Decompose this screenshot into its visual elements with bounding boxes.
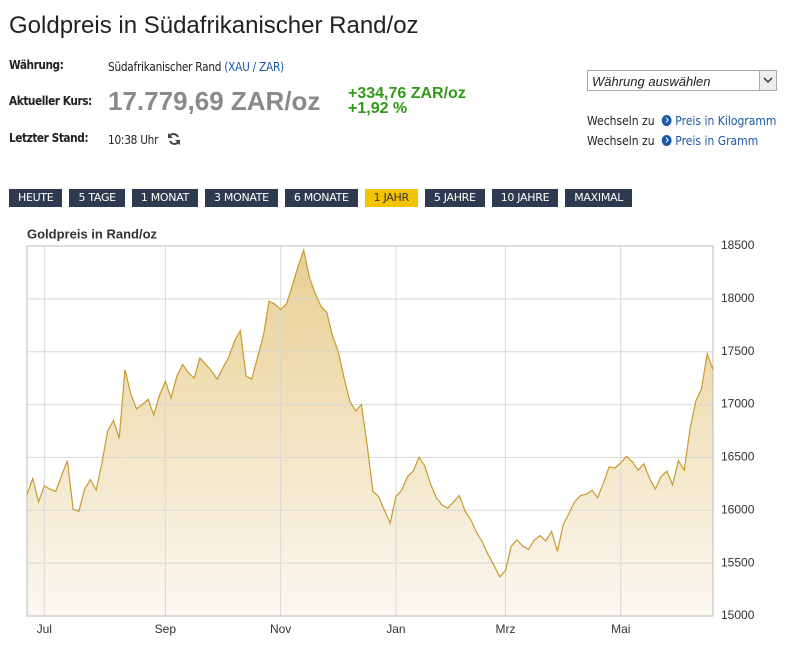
range-tab[interactable]: 3 MONATE bbox=[205, 189, 278, 207]
range-tab[interactable]: MAXIMAL bbox=[565, 189, 633, 207]
currency-name: Südafrikanischer Rand bbox=[108, 60, 222, 74]
link-icon bbox=[661, 115, 672, 126]
link-prefix: Wechseln zu bbox=[587, 134, 655, 148]
range-tab[interactable]: 1 JAHR bbox=[364, 189, 418, 207]
page-title: Goldpreis in Südafrikanischer Rand/oz bbox=[9, 12, 419, 39]
plot-border bbox=[26, 245, 714, 617]
currency-label: Währung: bbox=[9, 58, 64, 72]
change-abs: +334,76 ZAR/oz bbox=[348, 85, 466, 102]
y-tick-label: 17500 bbox=[721, 344, 755, 358]
x-tick-label: Jul bbox=[37, 622, 52, 636]
y-tick-label: 15000 bbox=[721, 608, 755, 622]
rate-label: Aktueller Kurs: bbox=[9, 94, 92, 108]
x-tick-label: Jan bbox=[386, 622, 405, 636]
currency-pair[interactable]: (XAU / ZAR) bbox=[224, 60, 284, 74]
y-tick-label: 17000 bbox=[721, 397, 755, 411]
range-tab[interactable]: 10 JAHRE bbox=[491, 189, 559, 207]
x-tick-label: Nov bbox=[270, 622, 291, 636]
range-tab[interactable]: 5 TAGE bbox=[69, 189, 125, 207]
y-tick-label: 18500 bbox=[721, 238, 755, 252]
link[interactable]: Preis in Gramm bbox=[675, 134, 759, 148]
chart-title: Goldpreis in Rand/oz bbox=[27, 226, 158, 241]
link-icon bbox=[661, 135, 672, 146]
rate-value: 17.779,69 ZAR/oz bbox=[108, 86, 321, 116]
range-tab[interactable]: 1 MONAT bbox=[131, 189, 198, 207]
change-pct: +1,92 % bbox=[348, 100, 408, 117]
range-tab[interactable]: 6 MONATE bbox=[284, 189, 358, 207]
chart: Goldpreis in Rand/oz GOLDSEITEN.DEDIE GO… bbox=[26, 226, 755, 636]
x-tick-label: Sep bbox=[155, 622, 177, 636]
range-tab[interactable]: HEUTE bbox=[9, 189, 63, 207]
select-arrow bbox=[759, 71, 776, 90]
y-tick-label: 16000 bbox=[721, 502, 755, 516]
refresh-icon[interactable] bbox=[167, 132, 181, 146]
area bbox=[27, 250, 713, 616]
range-tab[interactable]: 5 JAHRE bbox=[424, 189, 485, 207]
y-tick-label: 18000 bbox=[721, 291, 755, 305]
link[interactable]: Preis in Kilogramm bbox=[675, 114, 777, 128]
link-row: Wechseln zu Preis in Gramm bbox=[587, 134, 758, 148]
link-prefix: Wechseln zu bbox=[587, 114, 655, 128]
currency-select[interactable]: Währung auswählen bbox=[587, 70, 777, 91]
last-value: 10:38 Uhr bbox=[108, 133, 159, 147]
y-tick-label: 15500 bbox=[721, 555, 755, 569]
last-label: Letzter Stand: bbox=[9, 131, 89, 145]
x-tick-label: Mai bbox=[611, 622, 630, 636]
currency-value: Südafrikanischer Rand (XAU / ZAR) bbox=[108, 60, 284, 74]
link-row: Wechseln zu Preis in Kilogramm bbox=[587, 114, 776, 128]
range-tabs: HEUTE 5 TAGE 1 MONAT 3 MONATE 6 MONATE 1 JAHR… bbox=[9, 189, 633, 207]
y-tick-label: 16500 bbox=[721, 450, 755, 464]
line bbox=[26, 247, 714, 578]
x-tick-label: Mrz bbox=[495, 622, 515, 636]
select-text: Währung auswählen bbox=[592, 74, 711, 89]
